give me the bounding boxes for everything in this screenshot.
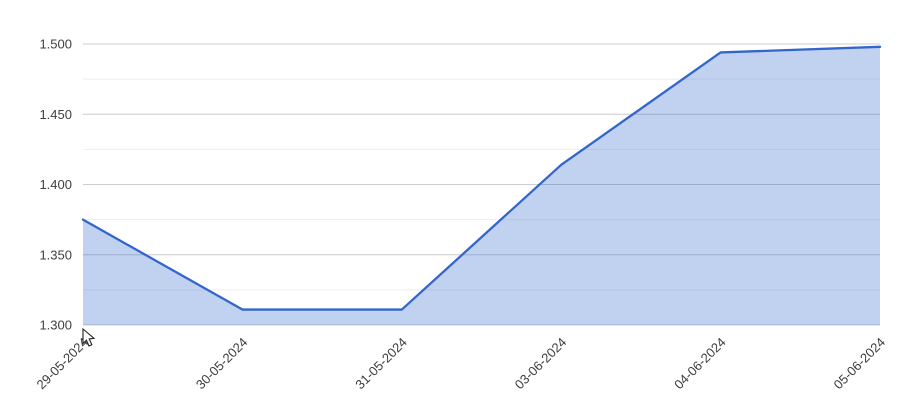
x-axis-labels: 29-05-2024 30-05-2024 31-05-2024 03-06-2024… [33,335,888,393]
series-line [81,45,882,311]
gridlines [83,43,880,326]
y-axis-tick-label: 1.300 [39,318,72,333]
x-axis-tick-label: 30-05-2024 [193,335,251,393]
series-fill [83,46,880,326]
mouse-cursor-icon [82,327,96,347]
x-axis-tick-label: 31-05-2024 [352,335,410,393]
y-axis-tick-label: 1.450 [39,107,72,122]
y-axis-tick-label: 1.500 [39,37,72,52]
y-axis-tick-label: 1.350 [39,247,72,262]
series-area [81,45,882,326]
x-axis-tick-label: 05-06-2024 [830,335,888,393]
x-axis-tick-label: 04-06-2024 [671,335,729,393]
x-axis-tick-label: 03-06-2024 [512,335,570,393]
y-axis-tick-label: 1.400 [39,177,72,192]
y-axis-labels: 1.300 1.350 1.400 1.450 1.500 [39,37,72,333]
mouse-cursor-icon [82,327,96,347]
